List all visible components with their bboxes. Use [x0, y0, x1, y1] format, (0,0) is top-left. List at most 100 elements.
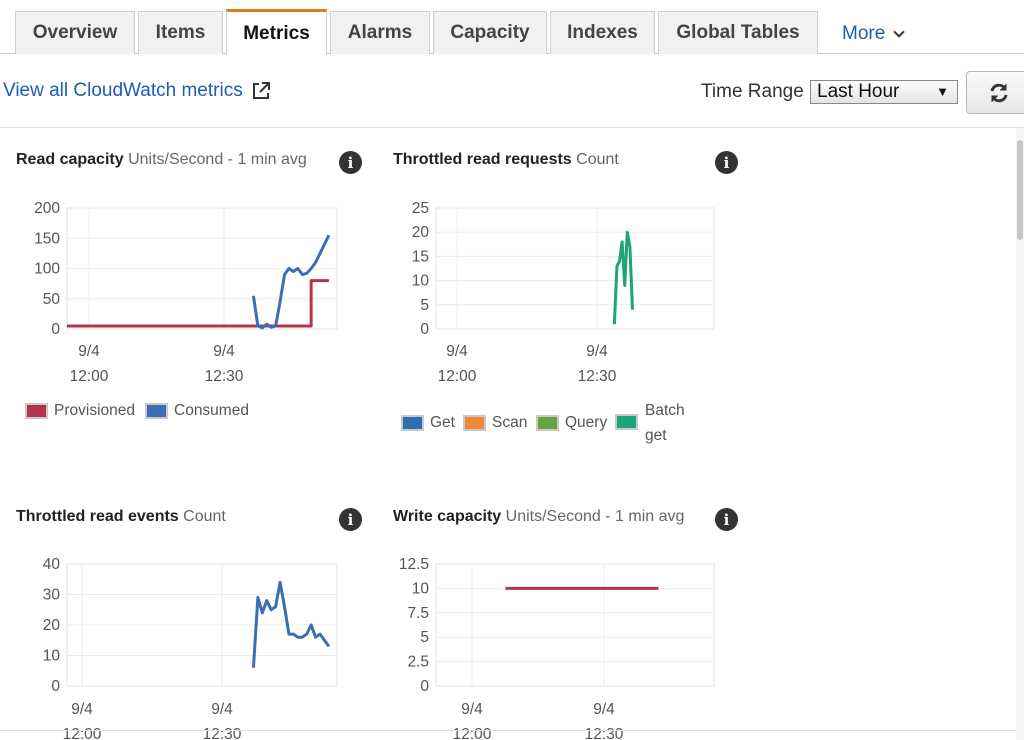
tab-label: Capacity	[450, 22, 530, 43]
widget-title-throttled-read-events: Throttled read events Count	[16, 508, 226, 526]
legend-provisioned[interactable]: Provisioned	[25, 402, 135, 420]
legend-batch-get-swatch[interactable]	[615, 414, 638, 430]
cloudwatch-link-label: View all CloudWatch metrics	[3, 80, 243, 101]
y-tick-label: 10	[412, 273, 430, 290]
widget-title-text: Throttled read requests	[393, 151, 572, 168]
time-range-select[interactable]: Last Hour ▼	[810, 80, 958, 104]
legend-swatch	[463, 415, 486, 431]
y-tick-label: 15	[412, 248, 429, 265]
scrollbar-thumb[interactable]	[1017, 140, 1023, 240]
y-tick-label: 0	[51, 678, 60, 695]
legend-query[interactable]: Query	[536, 414, 607, 432]
widget-title-throttled-read-requests: Throttled read requests Count	[393, 151, 619, 169]
series-line-batch-get	[612, 230, 634, 325]
legend-label-line2: get	[645, 427, 667, 444]
x-tick-date: 9/4	[78, 343, 100, 360]
widget-title-text: Throttled read events	[16, 508, 179, 525]
widget-unit-text: Units/Second - 1 min avg	[128, 151, 307, 168]
throttled-read-requests-chart: 25 20 15 10 5 0 9/4 12:00 9/4 12:30	[412, 200, 715, 385]
dropdown-arrow-icon: ▼	[936, 84, 949, 99]
x-tick-date: 9/4	[461, 701, 483, 718]
widget-unit-text: Count	[576, 151, 619, 168]
series-line-consumed	[251, 234, 331, 330]
info-icon[interactable]: i	[339, 508, 362, 531]
legend-get[interactable]: Get	[401, 414, 455, 432]
tab-label: Global Tables	[676, 22, 800, 43]
tab-alarms[interactable]: Alarms	[330, 11, 430, 54]
read-capacity-chart: 200 150 100 50 0 9/4 12:00 9/4 12:30	[34, 200, 338, 385]
y-tick-label: 100	[34, 261, 60, 278]
info-icon[interactable]: i	[715, 151, 738, 174]
legend-label: Consumed	[174, 402, 249, 419]
tab-indexes[interactable]: Indexes	[550, 11, 655, 54]
x-tick-date: 9/4	[213, 343, 235, 360]
time-range-label: Time Range	[701, 81, 804, 102]
tab-more-dropdown[interactable]: More	[842, 20, 905, 48]
widget-unit-text: Units/Second - 1 min avg	[505, 508, 685, 525]
legend-swatch	[401, 415, 424, 431]
series-line-data	[251, 580, 331, 668]
series-line-provisioned	[67, 279, 329, 328]
y-tick-label: 150	[34, 230, 60, 247]
legend-batch-get[interactable]: Batch get	[645, 398, 685, 448]
info-icon[interactable]: i	[715, 508, 738, 531]
tab-metrics[interactable]: Metrics	[226, 9, 327, 55]
tab-global-tables[interactable]: Global Tables	[658, 11, 818, 54]
y-tick-label: 12.5	[399, 556, 429, 573]
tab-label: Metrics	[243, 22, 310, 44]
x-tick-time: 12:30	[585, 726, 624, 740]
x-tick-date: 9/4	[71, 701, 93, 718]
tab-label: Items	[155, 22, 206, 43]
throttled-read-events-chart: 40 30 20 10 0 9/4 12:00 9/4 12:30	[43, 556, 338, 740]
tab-items[interactable]: Items	[138, 11, 223, 54]
cloudwatch-metrics-link[interactable]: View all CloudWatch metrics	[3, 80, 271, 102]
y-tick-label: 30	[43, 587, 61, 604]
x-tick-date: 9/4	[586, 343, 608, 360]
legend-consumed[interactable]: Consumed	[145, 402, 249, 420]
toolbar-divider	[0, 127, 1024, 128]
x-tick-time: 12:00	[63, 726, 102, 740]
x-tick-date: 9/4	[593, 701, 615, 718]
info-icon[interactable]: i	[339, 151, 362, 174]
legend-swatch	[25, 403, 48, 419]
y-tick-label: 5	[420, 297, 429, 314]
more-label: More	[842, 23, 886, 44]
legend-label: Scan	[492, 414, 528, 431]
legend-label: Provisioned	[54, 402, 135, 419]
x-tick-date: 9/4	[446, 343, 468, 360]
x-tick-time: 12:00	[70, 368, 109, 385]
tab-capacity[interactable]: Capacity	[433, 11, 547, 54]
write-capacity-chart: 12.5 10 7.5 5 2.5 0 9/4 12:00 9/4 12:30	[399, 556, 715, 740]
x-tick-time: 12:30	[205, 368, 244, 385]
legend-scan[interactable]: Scan	[463, 414, 527, 432]
chevron-down-icon	[893, 26, 905, 38]
legend-label: Query	[565, 414, 608, 431]
x-tick-time: 12:00	[438, 368, 477, 385]
y-tick-label: 0	[420, 678, 429, 695]
y-tick-label: 10	[412, 580, 430, 597]
x-tick-time: 12:30	[203, 726, 242, 740]
refresh-button[interactable]	[966, 71, 1024, 114]
time-range-value: Last Hour	[817, 81, 900, 102]
tab-label: Indexes	[567, 22, 638, 43]
y-tick-label: 5	[420, 629, 429, 646]
external-link-icon	[252, 82, 270, 99]
y-tick-label: 40	[43, 556, 61, 573]
scrollbar-track[interactable]	[1016, 128, 1024, 740]
tab-overview[interactable]: Overview	[15, 11, 135, 54]
refresh-icon	[990, 83, 1008, 102]
legend-swatch	[145, 403, 168, 419]
widget-title-write-capacity: Write capacity Units/Second - 1 min avg	[393, 508, 684, 526]
y-tick-label: 200	[34, 200, 60, 217]
tab-label: Alarms	[347, 22, 413, 43]
y-tick-label: 50	[43, 291, 61, 308]
widget-title-text: Read capacity	[16, 151, 124, 168]
y-tick-label: 20	[43, 617, 61, 634]
legend-label: Get	[430, 414, 455, 431]
content-bottom-edge	[0, 730, 1016, 731]
x-tick-date: 9/4	[211, 701, 233, 718]
legend-swatch	[536, 415, 559, 431]
y-tick-label: 0	[420, 321, 429, 338]
plot-area	[435, 207, 715, 330]
